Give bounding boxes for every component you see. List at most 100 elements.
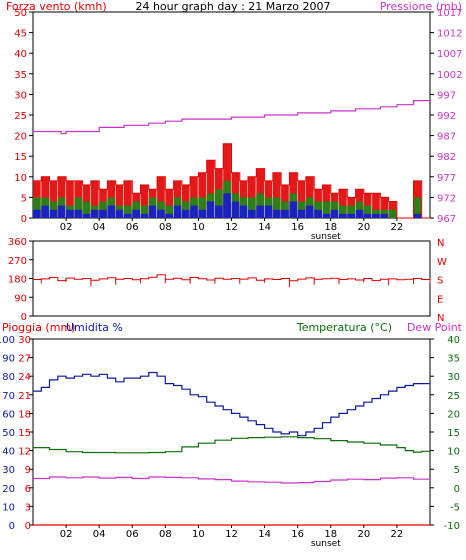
wind-low-bar	[41, 205, 49, 218]
wind-y-tick-label: 30	[14, 90, 27, 101]
temperature-y-tick-label: -5	[450, 502, 460, 513]
wind-gust-bar	[124, 180, 132, 218]
rain-y-tick-label: 24	[18, 372, 31, 383]
x-tick-label: 14	[258, 222, 271, 233]
compass-tick-label: N	[437, 313, 444, 324]
rain-y-ticks: 0 3 6 9 12 15 18 21 24 27 30	[18, 335, 33, 532]
humidity-y-tick-label: 50	[2, 428, 15, 439]
wind-low-bar	[190, 205, 198, 218]
pressure-line	[33, 100, 430, 135]
pressure-y-tick-label: 997	[437, 90, 456, 101]
wind-axis-label: Forza vento (kmh)	[6, 0, 107, 13]
direction-y-ticks: 0 90 180 270 360	[8, 237, 33, 323]
temperature-y-tick-label: 25	[447, 391, 460, 402]
x-tick-label: 16	[291, 222, 304, 233]
rain-y-tick-label: 0	[25, 521, 31, 532]
wind-mid-bar	[388, 209, 397, 218]
wind-gust-bar	[198, 172, 207, 218]
x-tick-label: 02	[60, 529, 73, 540]
pressure-y-tick-label: 992	[437, 111, 456, 122]
temperature-line	[33, 436, 431, 454]
wind-low-bar	[372, 213, 380, 218]
x-tick-label: 20	[357, 529, 370, 540]
x-tick-label: 10	[192, 529, 205, 540]
wind-low-bar	[215, 205, 223, 218]
wind-mid-bar	[33, 197, 41, 218]
rain-y-tick-label: 30	[18, 335, 31, 346]
wind-y-tick-label: 5	[21, 193, 27, 204]
temperature-y-tick-label: 40	[447, 335, 460, 346]
wind-mid-bar	[49, 201, 58, 218]
compass-tick-label: S	[437, 276, 443, 287]
temperature-y-tick-label: 10	[447, 447, 460, 458]
rain-y-tick-label: 6	[25, 484, 31, 495]
wind-y-tick-label: 25	[14, 111, 27, 122]
x-tick-label: 04	[93, 222, 106, 233]
humidity-y-tick-label: 40	[2, 447, 15, 458]
wind-mid-bar	[157, 201, 165, 218]
sunset-label: sunset	[311, 232, 341, 242]
wind-low-bar	[281, 209, 289, 218]
x-tick-label: 22	[391, 222, 404, 233]
x-tick-label: 06	[126, 222, 139, 233]
direction-y-tick-label: 360	[8, 237, 27, 248]
sunset-label: sunset	[311, 539, 341, 549]
wind-mid-bar	[281, 201, 289, 218]
wind-low-bar	[206, 201, 215, 218]
wind-gust-bar	[157, 176, 165, 218]
wind-low-bar	[132, 209, 140, 218]
pressure-y-tick-label: 967	[437, 214, 456, 225]
wind-lines	[33, 100, 430, 219]
wind-mid-bar	[363, 205, 372, 218]
wind-gust-bar	[165, 189, 173, 218]
x-tick-label: 04	[93, 529, 106, 540]
direction-y-tick-label: 90	[14, 293, 27, 304]
wind-low-bar	[239, 205, 248, 218]
wind-low-bar	[355, 209, 364, 218]
wind-low-bar	[256, 205, 264, 218]
wind-low-bar	[322, 213, 331, 218]
dew-point-line	[33, 476, 431, 484]
wind-low-bar	[173, 205, 182, 218]
wind-low-bar	[99, 209, 107, 218]
wind-low-bar	[107, 205, 116, 218]
wind-mid-bar	[181, 201, 190, 218]
temperature-y-tick-label: 20	[447, 409, 460, 420]
wind-mid-bar	[215, 189, 223, 218]
wind-gust-bar	[206, 160, 215, 218]
wind-low-bar	[33, 209, 41, 218]
temperature-axis-label: Temperatura (°C)	[296, 321, 392, 334]
humidity-line	[33, 371, 430, 437]
compass-tick-label: N	[437, 238, 444, 249]
x-tick-label: 18	[324, 529, 337, 540]
x-tick-label: 12	[225, 529, 238, 540]
x-tick-label: 12	[225, 222, 238, 233]
wind-low-bar	[181, 209, 190, 218]
humidity-y-ticks: 0 10 20 30 40 50 60 70 80 90 100	[0, 335, 15, 532]
x-tick-label: 18	[324, 222, 337, 233]
x-tick-label: 20	[357, 222, 370, 233]
wind-x-ticks: 02 04 06 08 10 12 14 16 18 20 22	[60, 218, 404, 233]
humidity-y-tick-label: 90	[2, 354, 15, 365]
humidity-y-tick-label: 60	[2, 409, 15, 420]
pressure-y-tick-label: 1017	[437, 8, 462, 19]
wind-low-bar	[90, 209, 99, 218]
x-tick-label: 08	[159, 529, 172, 540]
dew-point-axis-label: Dew Point	[407, 321, 463, 334]
humidity-y-tick-label: 30	[2, 465, 15, 476]
wind-low-bar	[74, 209, 83, 218]
rain-y-tick-label: 27	[18, 354, 31, 365]
wind-low-bar	[82, 213, 91, 218]
wind-y-tick-label: 15	[14, 152, 27, 163]
humidity-y-tick-label: 20	[2, 484, 15, 495]
wind-low-bar	[297, 209, 306, 218]
wind-gust-bar	[339, 189, 347, 218]
wind-y-tick-label: 40	[14, 49, 27, 60]
rain-y-tick-label: 18	[18, 409, 31, 420]
wind-low-bar	[347, 213, 355, 218]
pressure-y-tick-label: 1012	[437, 29, 462, 40]
humidity-axis-label: Umidita %	[66, 321, 123, 334]
wind-low-bar	[380, 213, 389, 218]
